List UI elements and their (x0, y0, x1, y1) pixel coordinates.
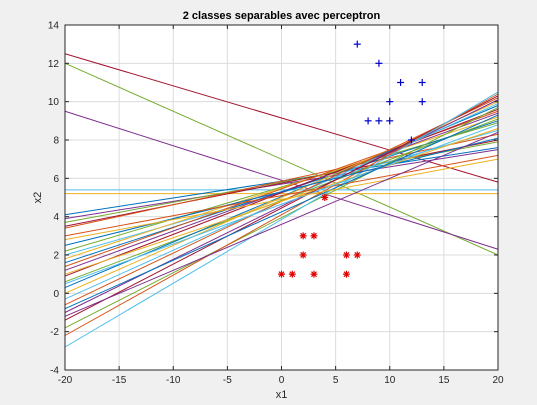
marker-stroke (311, 232, 317, 239)
x-axis-label: x1 (276, 389, 288, 401)
x-tick-label: -5 (223, 375, 232, 386)
decision-boundary-line (64, 114, 499, 310)
decision-boundary-line (64, 106, 499, 329)
x-tick-label: 20 (492, 375, 504, 386)
decision-boundary-line (64, 62, 499, 256)
decision-boundary-line (64, 124, 499, 285)
data-points (278, 40, 426, 278)
decision-lines (64, 53, 499, 348)
y-tick-label: 0 (53, 289, 59, 300)
class1-plus-point (386, 117, 394, 125)
y-tick-label: -2 (50, 327, 59, 338)
y-tick-label: 2 (53, 251, 59, 262)
class1-plus-point (364, 117, 372, 125)
class1-plus-point (397, 79, 405, 86)
decision-boundary-line (64, 116, 499, 260)
class2-asterisk-point (299, 251, 307, 259)
class1-plus-point (386, 98, 394, 106)
class2-asterisk-point (321, 194, 329, 201)
x-tick-label: -20 (58, 375, 73, 386)
marker-stroke (278, 271, 285, 278)
chart-title: 2 classes separables avec perceptron (183, 10, 381, 22)
x-tick-label: 15 (438, 375, 450, 386)
y-axis-label: x2 (32, 192, 44, 204)
decision-boundary-line (64, 158, 499, 241)
class2-asterisk-point (299, 232, 307, 240)
marker-stroke (343, 271, 350, 278)
class1-plus-point (353, 40, 361, 48)
y-tick-label: -4 (50, 366, 59, 377)
class1-plus-point (418, 79, 426, 86)
marker-stroke (343, 252, 350, 258)
decision-boundary-line (64, 139, 499, 227)
class1-plus-point (418, 98, 426, 106)
decision-boundary-line (64, 118, 499, 283)
x-tick-label: 5 (333, 375, 339, 386)
decision-boundary-line (64, 154, 499, 237)
y-tick-label: 6 (53, 174, 59, 185)
marker-stroke (354, 252, 361, 258)
class2-asterisk-point (310, 232, 318, 240)
marker-stroke (300, 252, 307, 258)
decision-boundary-line (64, 110, 499, 250)
class1-plus-point (375, 59, 383, 67)
decision-boundary-line (64, 149, 499, 220)
decision-boundary-line (64, 91, 499, 348)
decision-boundary-line (64, 131, 499, 317)
decision-boundary-line (64, 137, 499, 246)
y-tick-label: 12 (48, 59, 60, 70)
marker-stroke (311, 271, 317, 278)
marker-stroke (300, 232, 307, 239)
x-tick-label: -10 (166, 375, 181, 386)
class1-plus-point (375, 117, 383, 125)
y-tick-label: 8 (53, 136, 59, 147)
decision-boundary-line (64, 133, 499, 229)
class2-asterisk-point (310, 270, 318, 278)
marker-stroke (289, 271, 296, 278)
decision-boundary-line (64, 141, 499, 223)
class2-asterisk-point (353, 251, 361, 259)
marker-stroke (321, 194, 328, 201)
x-tick-label: -15 (112, 375, 127, 386)
y-tick-label: 10 (48, 97, 60, 108)
class2-asterisk-point (342, 270, 350, 278)
class2-asterisk-point (278, 270, 285, 278)
y-tick-label: 14 (48, 21, 60, 32)
class1-plus-point (407, 136, 415, 144)
decision-boundary-line (64, 128, 499, 275)
decision-boundary-line (64, 99, 499, 313)
decision-boundary-line (64, 95, 499, 321)
decision-boundary-line (64, 108, 499, 277)
class2-asterisk-point (342, 251, 350, 259)
y-tick-label: 4 (53, 212, 59, 223)
x-tick-label: 10 (384, 375, 396, 386)
x-tick-label: 0 (279, 375, 285, 386)
class2-asterisk-point (288, 270, 296, 278)
